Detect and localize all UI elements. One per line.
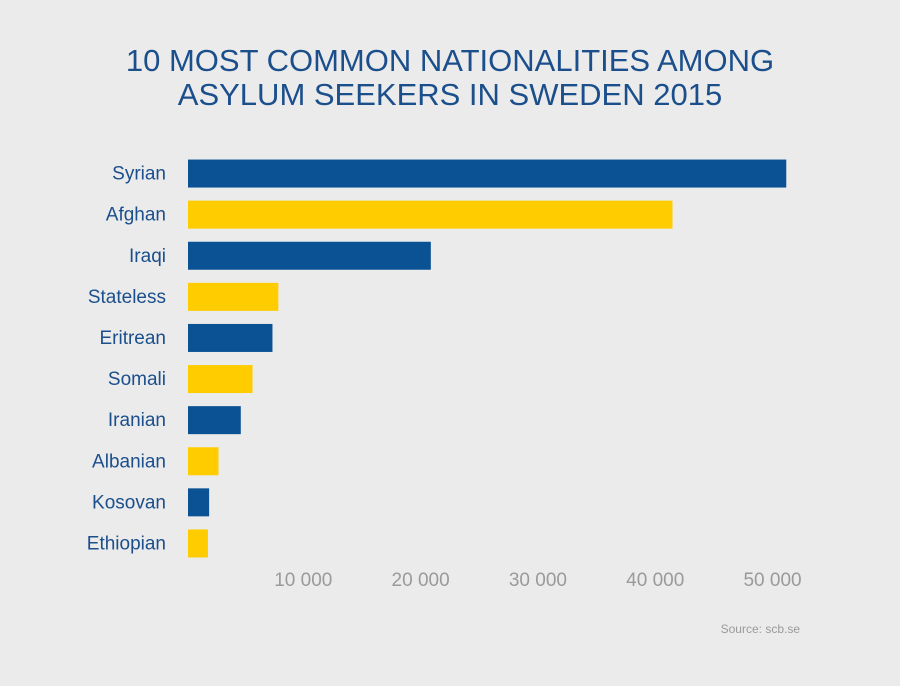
bar: [188, 447, 219, 476]
bar: [188, 200, 673, 229]
bar: [188, 282, 279, 311]
chart-title: 10 MOST COMMON NATIONALITIES AMONG ASYLU…: [125, 43, 775, 112]
x-tick-label: 40 000: [626, 570, 684, 591]
y-tick-label: Afghan: [106, 205, 166, 226]
y-tick-label: Kosovan: [92, 492, 166, 513]
y-tick-label: Somali: [108, 369, 166, 390]
bar: [188, 488, 210, 517]
y-tick-label: Eritrean: [99, 328, 166, 349]
y-tick-label: Syrian: [112, 164, 166, 185]
y-tick-label: Stateless: [88, 287, 166, 308]
bar: [188, 529, 208, 558]
y-tick-label: Albanian: [92, 451, 166, 472]
y-tick-label: Ethiopian: [87, 533, 166, 554]
y-tick-label: Iraqi: [129, 246, 166, 267]
bar: [188, 241, 431, 270]
x-tick-label: 10 000: [274, 570, 332, 591]
source-note: Source: scb.se: [721, 622, 801, 636]
x-tick-label: 30 000: [509, 570, 567, 591]
x-tick-label: 20 000: [392, 570, 450, 591]
bar: [188, 159, 787, 188]
bar: [188, 406, 241, 435]
x-tick-label: 50 000: [743, 570, 801, 591]
y-tick-label: Iranian: [108, 410, 166, 431]
bar: [188, 323, 273, 352]
bar: [188, 365, 253, 394]
